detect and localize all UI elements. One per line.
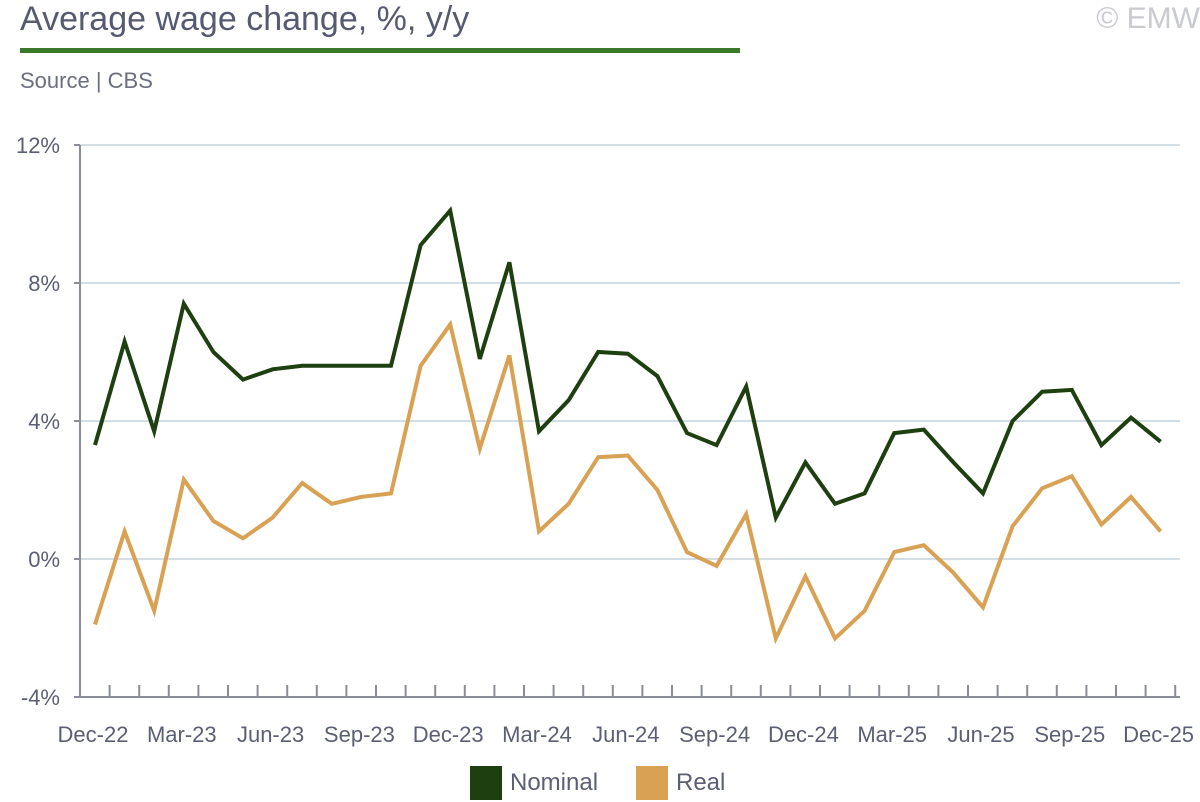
x-tick-label: Jun-25	[947, 722, 1014, 747]
line-chart: -4% 0% 4% 8% 12% Dec-22 Mar-23 Jun-23 Sep-23 Dec-…	[16, 133, 1194, 747]
y-tick-label: 0%	[28, 547, 60, 572]
copyright-watermark: © EMW	[1096, 2, 1200, 35]
x-tick-label: Dec-24	[768, 722, 839, 747]
chart-title: Average wage change, %, y/y	[20, 0, 470, 38]
x-tick-label: Dec-23	[413, 722, 484, 747]
series-layer	[93, 206, 1163, 645]
legend-item-real[interactable]: Real	[636, 766, 725, 800]
legend: Nominal Real	[0, 762, 1200, 802]
x-tick-label: Sep-25	[1034, 722, 1105, 747]
tick-label-layer: -4% 0% 4% 8% 12% Dec-22 Mar-23 Jun-23 Sep-23 Dec-…	[16, 133, 1194, 747]
source-label: Source | CBS	[20, 68, 153, 93]
legend-swatch-real	[636, 766, 668, 800]
x-tick-label: Dec-22	[58, 722, 129, 747]
x-tick-label: Mar-24	[502, 722, 572, 747]
x-tick-label: Sep-23	[324, 722, 395, 747]
y-tick-label: 8%	[28, 271, 60, 296]
axis-layer	[74, 144, 1180, 698]
y-tick-label: 12%	[16, 133, 60, 158]
legend-label-nominal: Nominal	[510, 769, 599, 796]
x-tick-label: Dec-25	[1123, 722, 1194, 747]
x-tick-label: Sep-24	[679, 722, 750, 747]
series-line-nominal	[93, 206, 1162, 524]
title-underline	[20, 48, 740, 53]
y-tick-label: 4%	[28, 409, 60, 434]
legend-item-nominal[interactable]: Nominal	[470, 766, 598, 800]
legend-swatch-nominal	[470, 766, 502, 800]
x-tick-label: Jun-24	[592, 722, 659, 747]
y-tick-label: -4%	[21, 685, 60, 710]
x-tick-label: Mar-25	[857, 722, 927, 747]
x-tick-label: Mar-23	[147, 722, 217, 747]
series-line-real	[93, 319, 1163, 645]
x-tick-label: Jun-23	[237, 722, 304, 747]
legend-label-real: Real	[676, 769, 726, 796]
grid-layer	[80, 144, 1180, 560]
